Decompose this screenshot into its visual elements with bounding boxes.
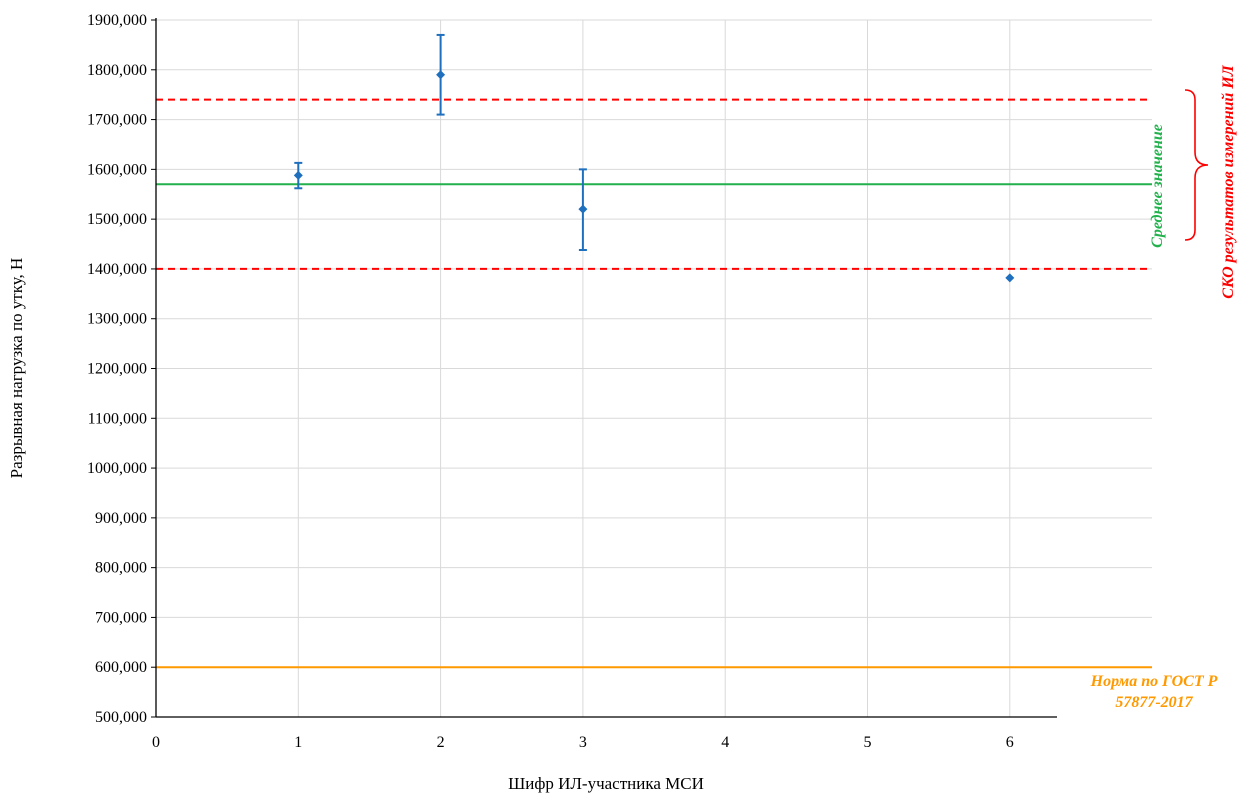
axes: [151, 18, 1057, 718]
y-tick-label: 1400,000: [87, 261, 147, 278]
sd-annotation: СКО результатов измерений ИЛ: [1220, 64, 1237, 298]
x-axis-title: Шифр ИЛ-участника МСИ: [508, 774, 704, 793]
y-tick-labels: 500,000 600,000 700,000 800,000 900,000 1000,…: [87, 12, 147, 726]
data-point: [293, 170, 303, 180]
y-tick-label: 800,000: [95, 560, 147, 577]
data-point: [578, 204, 588, 214]
y-tick-label: 1900,000: [87, 12, 147, 29]
y-tick-label: 1100,000: [88, 410, 147, 427]
sd-brace: [1184, 89, 1209, 241]
y-tick-label: 1300,000: [87, 311, 147, 328]
x-tick-label: 0: [152, 734, 160, 751]
y-tick-label: 700,000: [95, 609, 147, 626]
data-point: [1005, 273, 1015, 283]
y-tick-label: 1600,000: [87, 161, 147, 178]
y-tick-label: 1700,000: [87, 112, 147, 129]
x-tick-label: 2: [437, 734, 445, 751]
data-points: [293, 70, 1015, 283]
x-tick-label: 4: [721, 734, 729, 751]
y-tick-label: 900,000: [95, 510, 147, 527]
x-tick-labels: 0 1 2 3 4 5 6: [152, 734, 1014, 751]
mean-annotation: Среднее значение: [1149, 124, 1166, 248]
grid: [156, 19, 1152, 717]
data-point: [436, 70, 446, 80]
reference-lines: [156, 98, 1152, 669]
y-tick-label: 1000,000: [87, 460, 147, 477]
x-tick-label: 6: [1006, 734, 1014, 751]
x-tick-label: 1: [294, 734, 302, 751]
y-axis-title: Разрывная нагрузка по утку, Н: [7, 258, 26, 479]
y-tick-label: 600,000: [95, 659, 147, 676]
y-tick-label: 1200,000: [87, 361, 147, 378]
y-tick-label: 1500,000: [87, 211, 147, 228]
y-tick-label: 500,000: [95, 709, 147, 726]
norm-annotation-line1: Норма по ГОСТ Р: [1090, 673, 1218, 690]
norm-annotation-line2: 57877-2017: [1115, 694, 1193, 711]
x-tick-label: 3: [579, 734, 587, 751]
y-tick-label: 1800,000: [87, 62, 147, 79]
x-tick-label: 5: [864, 734, 872, 751]
